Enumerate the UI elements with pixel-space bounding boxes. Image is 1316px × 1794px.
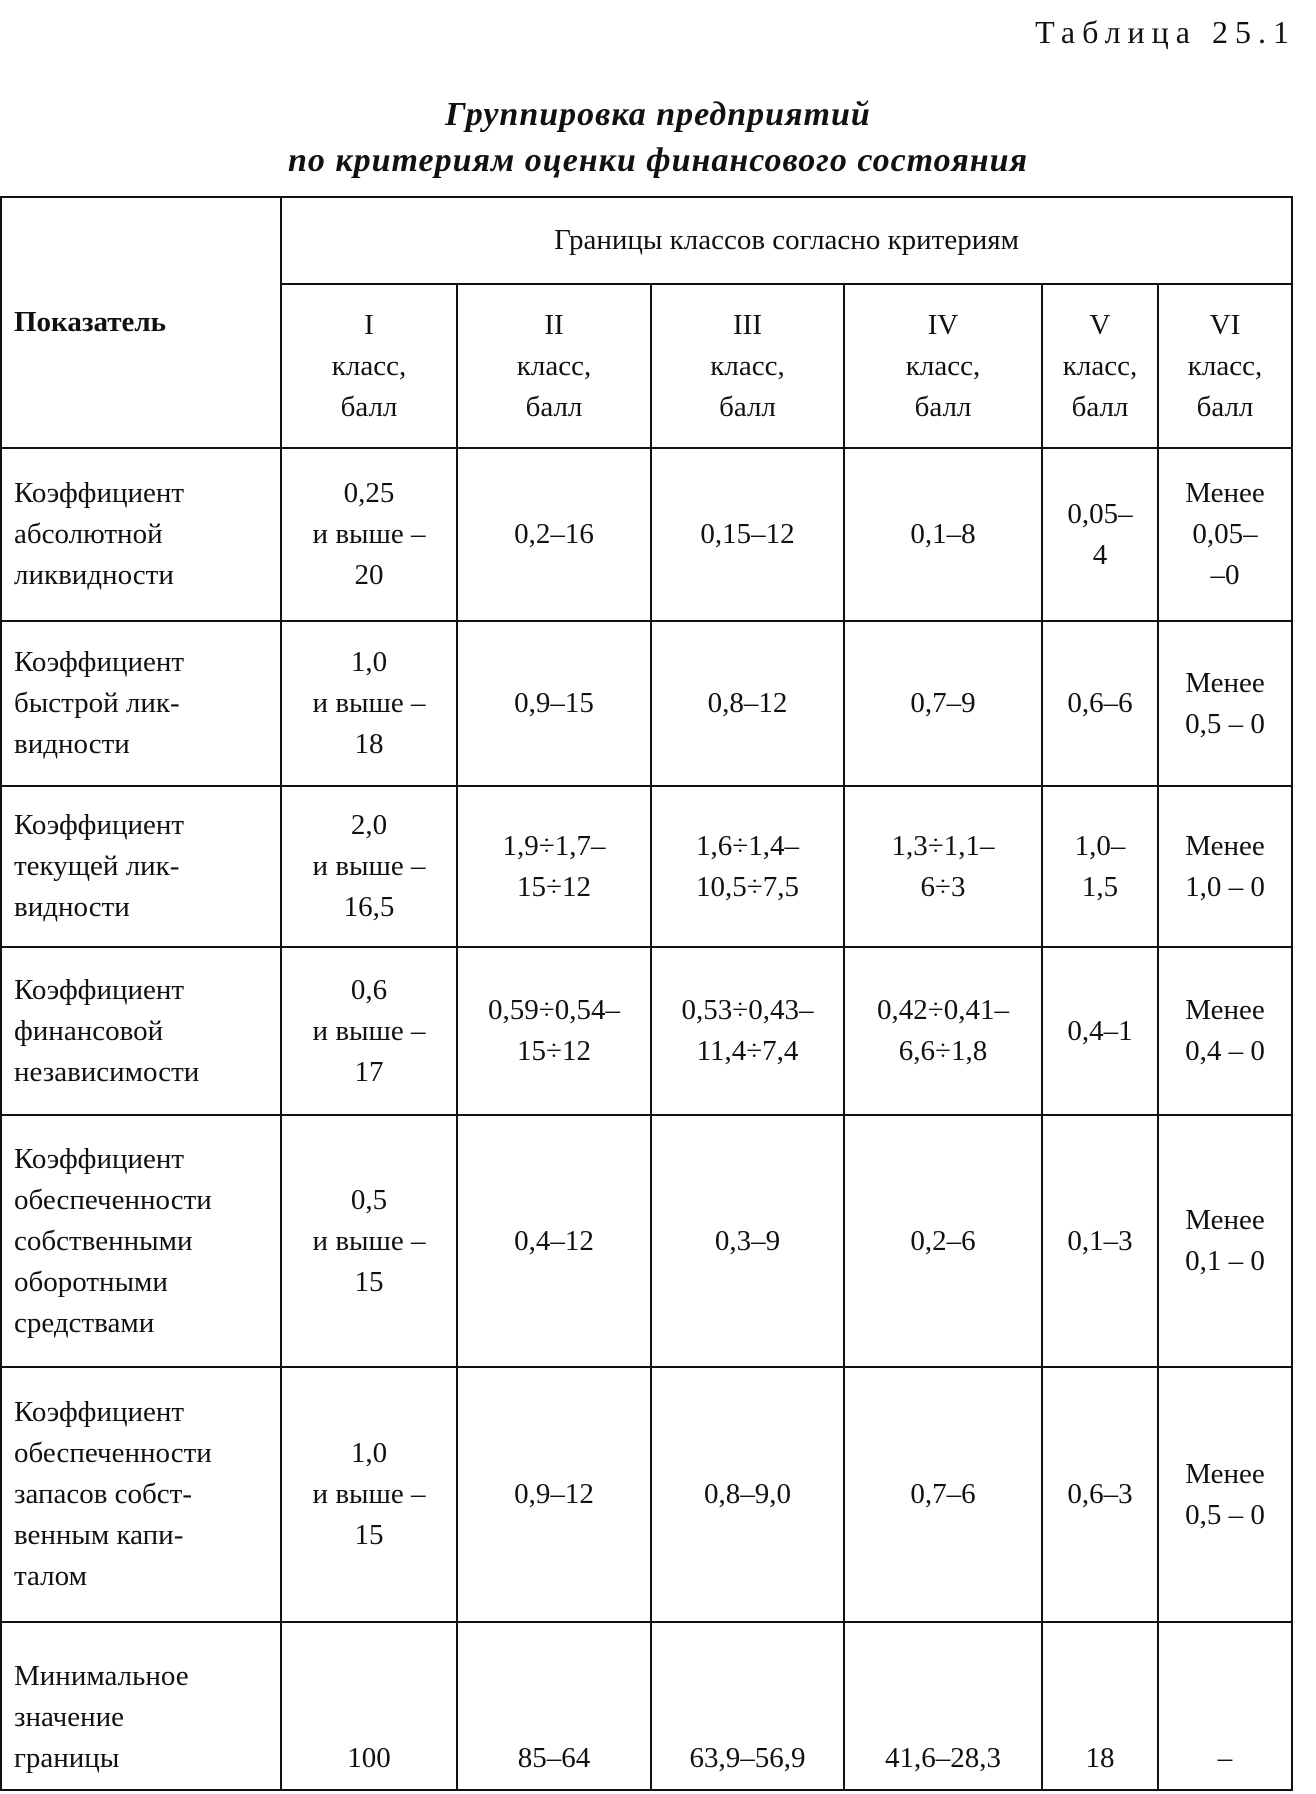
value-cell: 0,1–8	[843, 447, 1043, 622]
value-cell: 0,15–12	[650, 447, 845, 622]
value-cell: 0,3–9	[650, 1114, 845, 1368]
value-cell: 0,05– 4	[1041, 447, 1159, 622]
value-cell: 1,6÷1,4– 10,5÷7,5	[650, 785, 845, 948]
value-cell: 100	[280, 1621, 458, 1791]
indicator-cell: Коэффициент обеспеченности запасов собст…	[0, 1366, 282, 1623]
value-cell: 0,4–12	[456, 1114, 652, 1368]
indicator-cell: Коэффициент финансовой независимости	[0, 946, 282, 1116]
value-cell: 0,6–6	[1041, 620, 1159, 787]
value-cell: 0,5 и выше – 15	[280, 1114, 458, 1368]
class-header-cell: III класс, балл	[650, 283, 845, 449]
value-cell: 85–64	[456, 1621, 652, 1791]
title-line: Группировка предприятий	[445, 96, 871, 133]
value-cell: 0,1–3	[1041, 1114, 1159, 1368]
value-cell: 1,9÷1,7– 15÷12	[456, 785, 652, 948]
header-cell: Показатель	[0, 196, 282, 449]
value-cell: 18	[1041, 1621, 1159, 1791]
value-cell: 2,0 и выше – 16,5	[280, 785, 458, 948]
data-row: Коэффициент абсолютной ликвидности 0,25 и…	[0, 447, 1293, 622]
value-cell: 0,53÷0,43– 11,4÷7,4	[650, 946, 845, 1116]
value-cell: 0,8–9,0	[650, 1366, 845, 1623]
data-row: Коэффициент финансовой независимости 0,6 …	[0, 946, 1293, 1116]
value-cell: 41,6–28,3	[843, 1621, 1043, 1791]
class-header-cell: II класс, балл	[456, 283, 652, 449]
value-cell: 0,59÷0,54– 15÷12	[456, 946, 652, 1116]
data-row: Коэффициент быстрой лик- видности 1,0 и в…	[0, 620, 1293, 787]
value-cell: 0,6 и выше – 17	[280, 946, 458, 1116]
value-cell: 0,9–15	[456, 620, 652, 787]
value-cell: Менее 0,4 – 0	[1157, 946, 1293, 1116]
value-cell: 0,8–12	[650, 620, 845, 787]
class-header-cell: VI класс, балл	[1157, 283, 1293, 449]
data-row: Коэффициент текущей лик- видности 2,0 и в…	[0, 785, 1293, 948]
value-cell: Менее 0,1 – 0	[1157, 1114, 1293, 1368]
group-header-cell: Границы классов согласно критериям	[280, 196, 1293, 285]
data-row: Минимальное значение границы 100 85–64 63,9…	[0, 1621, 1293, 1791]
value-cell: 0,7–6	[843, 1366, 1043, 1623]
table-title: Группировка предприятий по критериям оце…	[0, 92, 1316, 184]
value-cell: Менее 0,5 – 0	[1157, 1366, 1293, 1623]
value-cell: 63,9–56,9	[650, 1621, 845, 1791]
value-cell: 1,0 и выше – 15	[280, 1366, 458, 1623]
indicator-cell: Коэффициент обеспеченности собственными …	[0, 1114, 282, 1368]
value-cell: 1,0– 1,5	[1041, 785, 1159, 948]
value-cell: Менее 0,05– –0	[1157, 447, 1293, 622]
value-cell: 1,3÷1,1– 6÷3	[843, 785, 1043, 948]
value-cell: 0,2–16	[456, 447, 652, 622]
indicator-cell: Коэффициент абсолютной ликвидности	[0, 447, 282, 622]
value-cell: 1,0 и выше – 18	[280, 620, 458, 787]
data-row: Коэффициент обеспеченности собственными …	[0, 1114, 1293, 1368]
class-header-cell: V класс, балл	[1041, 283, 1159, 449]
value-cell: 0,6–3	[1041, 1366, 1159, 1623]
class-header-cell: IV класс, балл	[843, 283, 1043, 449]
value-cell: 0,4–1	[1041, 946, 1159, 1116]
class-header-row: I класс, балл II класс, балл III класс, ба…	[1, 283, 1293, 449]
class-header-cell: I класс, балл	[280, 283, 458, 449]
table-caption: Таблица 25.1	[1035, 14, 1296, 50]
header-row: Показатель Границы классов согласно крите…	[0, 196, 1293, 449]
value-cell: 0,25 и выше – 20	[280, 447, 458, 622]
value-cell: 0,7–9	[843, 620, 1043, 787]
value-cell: 0,2–6	[843, 1114, 1043, 1368]
criteria-table: Показатель Границы классов согласно крите…	[0, 196, 1293, 1791]
title-line: по критериям оценки финансового состояни…	[287, 142, 1029, 179]
indicator-cell: Минимальное значение границы	[0, 1621, 282, 1791]
value-cell: Менее 0,5 – 0	[1157, 620, 1293, 787]
value-cell: –	[1157, 1621, 1293, 1791]
value-cell: 0,42÷0,41– 6,6÷1,8	[843, 946, 1043, 1116]
indicator-cell: Коэффициент текущей лик- видности	[0, 785, 282, 948]
indicator-cell: Коэффициент быстрой лик- видности	[0, 620, 282, 787]
data-row: Коэффициент обеспеченности запасов собст…	[0, 1366, 1293, 1623]
value-cell: 0,9–12	[456, 1366, 652, 1623]
value-cell: Менее 1,0 – 0	[1157, 785, 1293, 948]
